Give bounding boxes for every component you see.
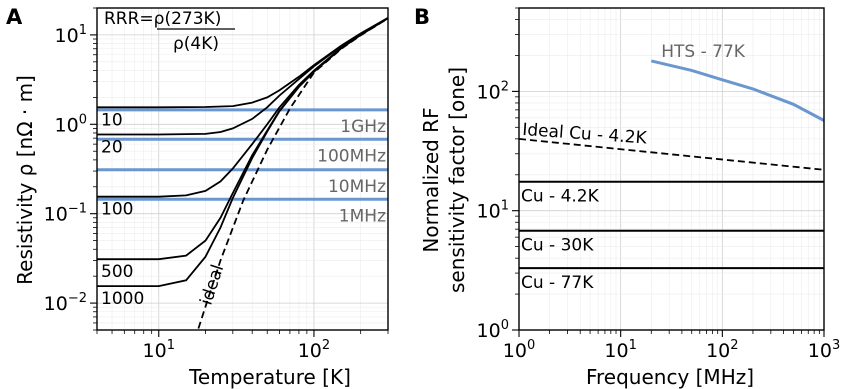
rrr-numerator: RRR=ρ(273K) (104, 9, 221, 29)
series-label: Cu - 4.2K (521, 187, 600, 207)
series-line-ideal (197, 17, 389, 329)
reference-label: 10MHz (328, 177, 386, 197)
panel-b: B 100 101 102 103 100 101 102 HTS - 77K Ideal C… (414, 5, 840, 389)
series-label: 100 (101, 200, 133, 220)
series-label: 1000 (101, 289, 144, 309)
panel-b-label: B (414, 5, 430, 29)
panel-b-frame (518, 7, 825, 331)
panel-a-label: A (6, 5, 23, 29)
panel-a-ticks: 101 102 10−2 10−1 100 101 (44, 7, 389, 362)
series-label: HTS - 77K (661, 42, 746, 62)
y-tick-label: 10−2 (44, 291, 87, 315)
reference-label: 1MHz (339, 206, 386, 226)
x-tick-label: 103 (808, 338, 840, 362)
panel-a-x-axis-label: Temperature [K] (188, 365, 351, 389)
series-label: 20 (101, 137, 123, 157)
series-line-10 (97, 17, 389, 109)
rrr-denominator: ρ(4K) (173, 34, 219, 54)
series-label: Cu - 77K (521, 273, 594, 293)
y-tick-label: 101 (477, 199, 509, 223)
x-tick-label: 102 (706, 338, 738, 362)
panel-b-series-labels: HTS - 77K Ideal Cu - 4.2K Cu - 4.2K Cu - 30… (521, 42, 746, 293)
panel-b-y-axis-label-line-1: Normalized RF (419, 107, 443, 252)
panel-b-ticks: 100 101 102 103 100 101 102 (477, 7, 840, 362)
y-tick-label: 101 (55, 23, 87, 47)
series-line-20 (97, 17, 389, 136)
reference-label: 1GHz (340, 117, 386, 137)
series-label: 500 (101, 262, 133, 282)
x-tick-label: 101 (143, 338, 175, 362)
reference-label: 100MHz (317, 146, 386, 166)
x-tick-label: 101 (604, 338, 636, 362)
rrr-annotation: RRR=ρ(273K) ρ(4K) (104, 9, 235, 54)
panel-b-series (518, 59, 825, 270)
y-tick-label: 10−1 (44, 202, 87, 226)
panel-b-y-axis-label-line-2: sensitivity factor [one] (445, 67, 469, 293)
panel-a-series-labels: 1GHz 100MHz 10MHz 1MHz 10 20 100 500 1000 ideal (101, 110, 386, 309)
panel-a-series (97, 17, 389, 329)
x-tick-label: 100 (503, 338, 535, 362)
series-line-ideal-cu-4-2k (518, 138, 825, 171)
panel-a-frame (96, 7, 389, 331)
series-label: Ideal Cu - 4.2K (522, 120, 649, 149)
y-tick-label: 102 (477, 79, 509, 103)
series-label-ideal: ideal (196, 262, 228, 307)
y-tick-label: 100 (55, 112, 87, 136)
series-label: 10 (101, 110, 123, 130)
y-tick-label: 100 (477, 318, 509, 342)
series-label: Cu - 30K (521, 236, 594, 256)
panel-b-x-axis-label: Frequency [MHz] (586, 365, 754, 389)
series-line-hts-77k (650, 59, 825, 122)
panel-a: A 101 102 10−2 10−1 100 101 1GHz 100MHz 10MHz 1M… (6, 5, 389, 389)
panel-a-y-axis-label: Resistivity ρ [nΩ · m] (13, 75, 37, 285)
panel-a-reference-lines (97, 108, 388, 201)
x-tick-label: 102 (298, 338, 330, 362)
